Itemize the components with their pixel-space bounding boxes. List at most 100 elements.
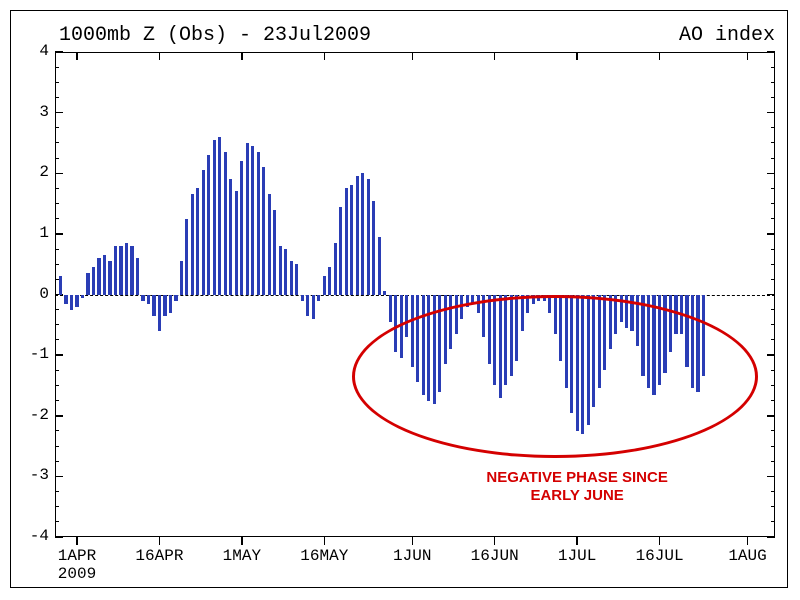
xtick	[576, 52, 578, 60]
ytick-minor	[771, 491, 775, 492]
xtick	[659, 52, 661, 60]
data-bar	[251, 146, 254, 295]
ytick-minor	[55, 142, 59, 143]
xtick	[241, 537, 243, 545]
ytick-minor	[771, 430, 775, 431]
data-bar	[290, 261, 293, 294]
ytick-label: -1	[19, 345, 49, 363]
data-bar	[97, 258, 100, 294]
xtick-label: 16APR	[135, 547, 183, 565]
xtick	[659, 537, 661, 545]
xtick-label: 1APR	[58, 547, 96, 565]
ytick	[767, 233, 775, 235]
ytick-minor	[771, 82, 775, 83]
data-bar	[103, 255, 106, 294]
ytick-label: 2	[19, 163, 49, 181]
data-bar	[75, 295, 78, 307]
data-bar	[64, 295, 67, 304]
data-bar	[191, 194, 194, 294]
data-bar	[350, 185, 353, 294]
ytick-minor	[55, 461, 59, 462]
ytick-minor	[771, 400, 775, 401]
data-bar	[279, 246, 282, 295]
ytick-minor	[55, 249, 59, 250]
chart-title-left: 1000mb Z (Obs) - 23Jul2009	[59, 24, 371, 47]
xtick	[324, 52, 326, 60]
data-bar	[378, 237, 381, 295]
data-bar	[273, 210, 276, 295]
ytick-minor	[771, 521, 775, 522]
ytick	[767, 536, 775, 538]
data-bar	[240, 161, 243, 294]
xtick	[159, 537, 161, 545]
data-bar	[345, 188, 348, 294]
ytick-minor	[55, 82, 59, 83]
xtick	[494, 537, 496, 545]
ytick-minor	[771, 279, 775, 280]
ytick-minor	[55, 218, 59, 219]
data-bar	[59, 276, 62, 294]
ytick-minor	[771, 188, 775, 189]
xtick	[76, 52, 78, 60]
data-bar	[125, 243, 128, 295]
data-bar	[147, 295, 150, 304]
ytick-minor	[771, 339, 775, 340]
data-bar	[92, 267, 95, 294]
data-bar	[152, 295, 155, 316]
data-bar	[86, 273, 89, 294]
data-bar	[312, 295, 315, 319]
ytick-minor	[55, 446, 59, 447]
ytick-label: 4	[19, 42, 49, 60]
ytick	[767, 476, 775, 478]
ytick	[55, 354, 63, 356]
ytick-minor	[771, 309, 775, 310]
ytick-minor	[55, 339, 59, 340]
data-bar	[268, 194, 271, 294]
ytick-minor	[55, 158, 59, 159]
ytick-minor	[55, 430, 59, 431]
data-bar	[169, 295, 172, 313]
ytick	[55, 415, 63, 417]
chart-title-right: AO index	[679, 24, 775, 47]
data-bar	[372, 201, 375, 295]
data-bar	[163, 295, 166, 316]
data-bar	[306, 295, 309, 316]
ytick	[55, 173, 63, 175]
ytick-minor	[55, 400, 59, 401]
ytick-minor	[771, 385, 775, 386]
xtick-label: 1JUL	[558, 547, 596, 565]
ytick-minor	[771, 203, 775, 204]
xtick-label: 1MAY	[223, 547, 261, 565]
data-bar	[361, 173, 364, 294]
ytick-minor	[55, 521, 59, 522]
ytick	[767, 173, 775, 175]
ytick	[767, 354, 775, 356]
xtick	[241, 52, 243, 60]
xtick-year: 2009	[58, 565, 96, 583]
ytick-minor	[771, 142, 775, 143]
ytick-minor	[55, 324, 59, 325]
ytick	[55, 476, 63, 478]
data-bar	[196, 188, 199, 294]
ytick	[55, 233, 63, 235]
data-bar	[136, 258, 139, 294]
ytick-minor	[55, 67, 59, 68]
data-bar	[108, 261, 111, 294]
data-bar	[284, 249, 287, 294]
xtick-label: 16JUN	[471, 547, 519, 565]
data-bar	[185, 219, 188, 295]
ytick-minor	[771, 461, 775, 462]
ytick-minor	[55, 506, 59, 507]
data-bar	[141, 295, 144, 301]
xtick	[412, 537, 414, 545]
ytick-minor	[771, 218, 775, 219]
data-bar	[295, 264, 298, 294]
ao-index-chart: 1000mb Z (Obs) - 23Jul2009 AO index NEGA…	[0, 0, 800, 600]
data-bar	[202, 170, 205, 294]
ytick-minor	[55, 127, 59, 128]
ytick	[767, 112, 775, 114]
ytick-label: -4	[19, 527, 49, 545]
xtick-label: 1JUN	[393, 547, 431, 565]
data-bar	[339, 207, 342, 295]
ytick-minor	[771, 158, 775, 159]
